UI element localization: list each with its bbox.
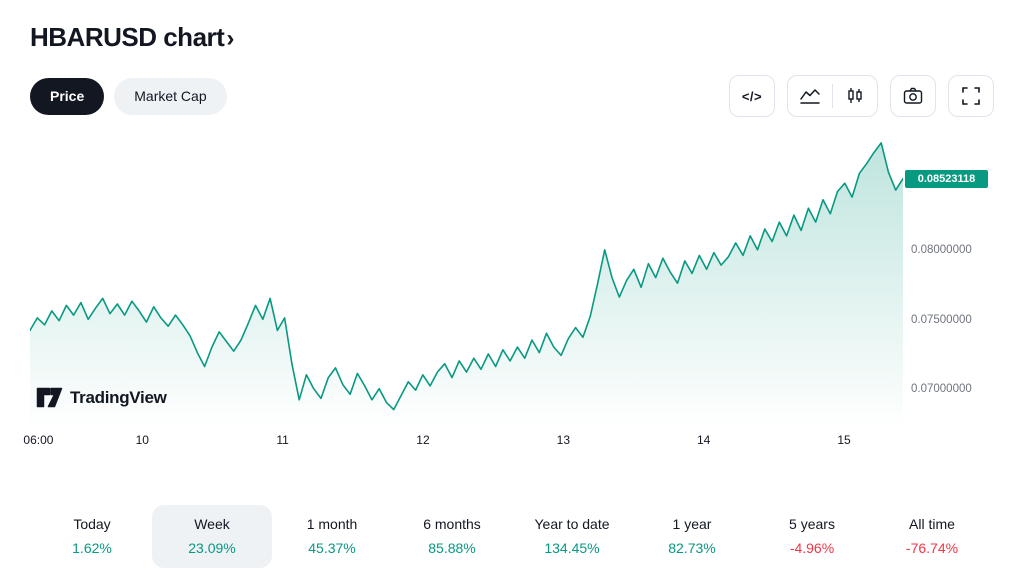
- stat-label: Today: [73, 516, 111, 532]
- page-title-link[interactable]: HBARUSD chart ›: [30, 22, 1024, 53]
- candlestick-chart-type-button[interactable]: [833, 76, 877, 116]
- stat-item-6-months[interactable]: 6 months 85.88%: [392, 505, 512, 568]
- tradingview-logo-text: TradingView: [70, 387, 167, 407]
- time-range-stats: Today 1.62% Week 23.09% 1 month 45.37% 6…: [32, 505, 992, 568]
- x-axis-label: 10: [135, 433, 149, 447]
- stat-label: 6 months: [423, 516, 481, 532]
- code-icon: </>: [741, 88, 763, 104]
- stat-item-week[interactable]: Week 23.09%: [152, 505, 272, 568]
- tradingview-logo-icon: [36, 387, 63, 408]
- page-title: HBARUSD chart: [30, 22, 225, 52]
- stat-label: All time: [909, 516, 955, 532]
- stat-value: 134.45%: [544, 540, 600, 556]
- stat-value: 85.88%: [428, 540, 476, 556]
- y-axis-label: 0.08000000: [911, 244, 972, 257]
- stat-item-all-time[interactable]: All time -76.74%: [872, 505, 992, 568]
- x-axis-label: 06:00: [23, 433, 54, 447]
- chart-canvas[interactable]: [30, 129, 903, 429]
- stat-value: 23.09%: [188, 540, 236, 556]
- area-chart-type-button[interactable]: [788, 76, 832, 116]
- price-marketcap-toggle: Price Market Cap: [30, 77, 227, 115]
- chevron-right-icon: ›: [226, 24, 235, 52]
- stat-value: -76.74%: [905, 540, 959, 556]
- stat-label: 1 month: [306, 516, 358, 532]
- y-axis-label: 0.07500000: [911, 313, 972, 326]
- toolbar-divider: [832, 84, 833, 108]
- stat-item-1-month[interactable]: 1 month 45.37%: [272, 505, 392, 568]
- fullscreen-button[interactable]: [949, 76, 993, 116]
- stat-value: 82.73%: [668, 540, 716, 556]
- stat-item-1-year[interactable]: 1 year 82.73%: [632, 505, 752, 568]
- stat-label: Week: [194, 516, 230, 532]
- candlestick-icon: [848, 88, 862, 103]
- current-price-badge: 0.08523118: [905, 169, 988, 188]
- x-axis-label: 14: [697, 433, 711, 447]
- tradingview-logo[interactable]: TradingView: [36, 387, 167, 408]
- screenshot-button[interactable]: [891, 76, 935, 116]
- camera-icon: [903, 87, 923, 104]
- source-code-button[interactable]: </>: [730, 76, 774, 116]
- stat-value: -4.96%: [789, 540, 835, 556]
- x-axis-label: 13: [556, 433, 571, 447]
- stat-item-5-years[interactable]: 5 years -4.96%: [752, 505, 872, 568]
- stat-label: Year to date: [534, 516, 610, 532]
- x-axis-label: 11: [276, 433, 289, 447]
- x-axis-label: 12: [416, 433, 430, 447]
- price-chart[interactable]: 0.08000000 0.07500000 0.07000000 06:00 10 11…: [0, 129, 1024, 477]
- controls-row: Price Market Cap </>: [30, 75, 994, 117]
- y-axis-label: 0.07000000: [911, 383, 972, 396]
- area-chart-icon: [800, 88, 820, 104]
- marketcap-toggle-button[interactable]: Market Cap: [114, 77, 227, 115]
- stat-item-today[interactable]: Today 1.62%: [32, 505, 152, 568]
- stat-label: 5 years: [789, 516, 835, 532]
- price-toggle-button[interactable]: Price: [30, 77, 105, 115]
- stat-item-year-to-date[interactable]: Year to date 134.45%: [512, 505, 632, 568]
- x-axis-label: 15: [837, 433, 851, 447]
- stat-label: 1 year: [672, 516, 712, 532]
- chart-toolbar: </>: [729, 75, 994, 117]
- stat-value: 1.62%: [72, 540, 112, 556]
- stat-value: 45.37%: [308, 540, 356, 556]
- fullscreen-icon: [962, 87, 980, 105]
